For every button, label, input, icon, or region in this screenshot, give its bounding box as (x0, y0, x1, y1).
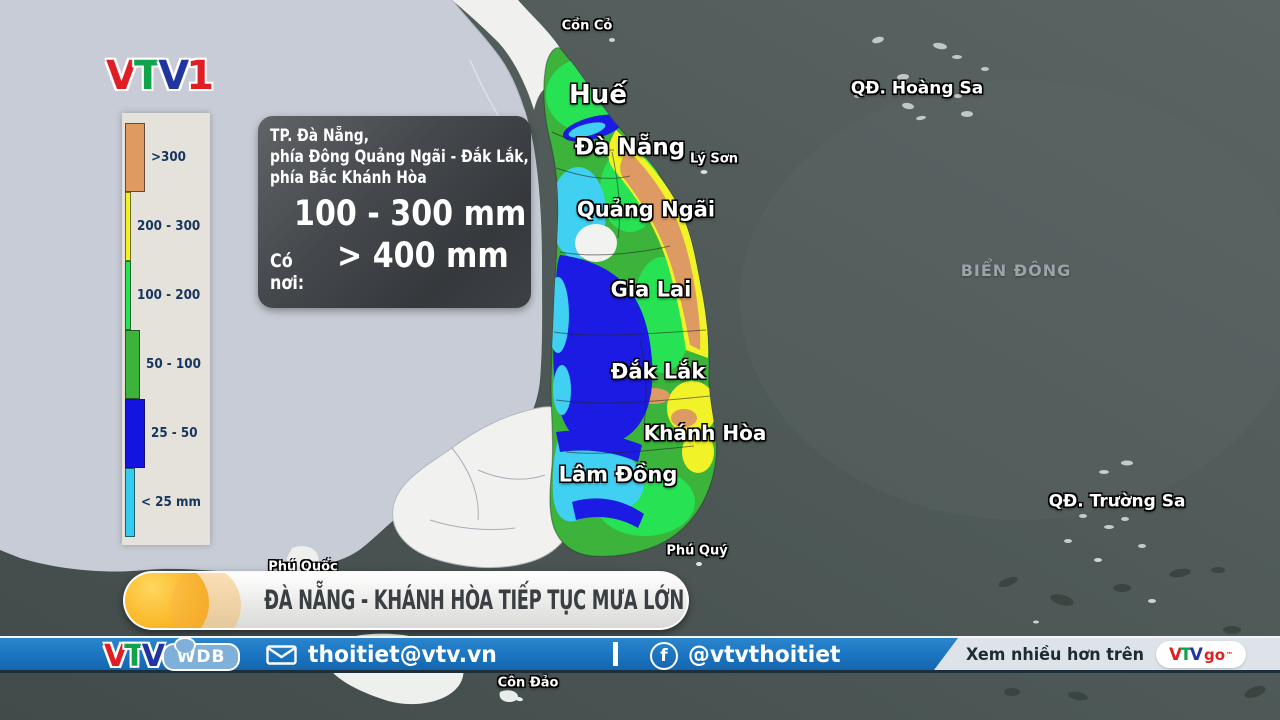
legend-swatch-100-200 (125, 260, 132, 330)
legend-row: 200 - 300 (125, 191, 206, 261)
legend-swatch-gt300 (125, 122, 145, 192)
vtvgo-go: go (1203, 645, 1225, 664)
vtv1-letter-t: T (133, 53, 161, 99)
dak-lak-city-dot (616, 370, 622, 376)
legend-row: 25 - 50 (125, 398, 206, 468)
legend-swatch-25-50 (125, 398, 145, 468)
legend-label: >300 (151, 150, 186, 165)
vtv1-letter-v2: V (158, 53, 189, 99)
label-phu-quoc: Phú Quốc (268, 559, 338, 575)
vtv-wdb-logo: VTV (104, 639, 165, 674)
legend-row: >300 (125, 122, 206, 192)
label-con-co: Cồn Cỏ (561, 18, 613, 34)
forecast-info-box: TP. Đà Nẵng, phía Đông Quảng Ngãi - Đắk … (258, 116, 531, 308)
legend-label: 25 - 50 (151, 426, 198, 441)
footer-bar: VTV WDB thoitiet@vtv.vn f @vtvthoitiet X… (0, 636, 1280, 674)
legend-label: 200 - 300 (137, 219, 201, 234)
lam-dong-city-dot (572, 471, 578, 477)
facebook-icon: f (650, 642, 678, 670)
info-line-2: phía Đông Quảng Ngãi - Đắk Lắk, (270, 147, 529, 167)
watch-more-text: Xem nhiều hơn trên (966, 645, 1144, 665)
label-phu-quy: Phú Quý (666, 543, 728, 559)
legend-label: 100 - 200 (137, 288, 201, 303)
legend-row: < 25 mm (125, 467, 206, 537)
info-line-1: TP. Đà Nẵng, (270, 126, 369, 145)
footer-blue-band (0, 638, 958, 670)
footer-vtv-v1: V (104, 639, 127, 674)
label-khanh-hoa: Khánh Hòa (643, 421, 767, 445)
vtvgo-t: T (1180, 644, 1192, 665)
legend-label: < 25 mm (140, 495, 201, 510)
label-truong-sa: QĐ. Trường Sa (1048, 491, 1186, 512)
footer-vtv-t: T (124, 639, 145, 674)
vtv1-digit-1: 1 (186, 53, 214, 99)
info-line-3: phía Bắc Khánh Hòa (270, 168, 427, 188)
vtv1-channel-logo: VTV1 (106, 53, 214, 99)
sun-glow (171, 573, 241, 628)
legend-row: 50 - 100 (125, 329, 206, 399)
rainfall-main-value: 100 - 300 mm (294, 194, 527, 235)
label-gia-lai: Gia Lai (610, 277, 692, 302)
label-da-nang: Đà Nẵng (574, 134, 686, 161)
weather-email: thoitiet@vtv.vn (308, 642, 497, 668)
label-dak-lak: Đắk Lắk (610, 359, 706, 384)
label-bien-dong: BIỂN ĐÔNG (960, 261, 1072, 280)
footer-vtv-v2: V (141, 639, 165, 674)
legend-swatch-lt25 (125, 467, 135, 537)
vtvgo-v2: V (1189, 644, 1203, 665)
legend-row: 100 - 200 (125, 260, 206, 330)
wdb-cloud-badge: WDB (162, 637, 240, 671)
label-con-dao: Côn Đảo (497, 675, 559, 691)
sun-icon (125, 573, 209, 628)
rainfall-qualifier: Có nơi: (270, 250, 305, 295)
wdb-text: WDB (176, 647, 226, 667)
facebook-handle: @vtvthoitiet (688, 642, 841, 668)
legend-label: 50 - 100 (146, 357, 202, 372)
label-hoang-sa: QĐ. Hoàng Sa (850, 78, 984, 99)
label-lam-dong: Lâm Đồng (558, 462, 678, 487)
legend-swatch-200-300 (125, 191, 132, 261)
vtvgo-trademark: ™ (1226, 650, 1233, 659)
label-hue: Huế (569, 80, 627, 110)
rainfall-legend: >300 200 - 300 100 - 200 50 - 100 25 - 5… (122, 113, 210, 545)
label-quang-ngai: Quảng Ngãi (576, 197, 716, 222)
label-ly-son: Lý Sơn (690, 151, 738, 167)
vtv1-letter-v1: V (106, 53, 137, 99)
legend-swatch-50-100 (125, 329, 141, 399)
footer-separator (613, 642, 618, 666)
headline-text: ĐÀ NẴNG - KHÁNH HÒA TIẾP TỤC MƯA LỚN (264, 585, 684, 616)
rainfall-max-value: > 400 mm (336, 236, 509, 277)
headline-banner: ĐÀ NẴNG - KHÁNH HÒA TIẾP TỤC MƯA LỚN (123, 571, 689, 630)
vtvgo-v1: V (1169, 644, 1182, 665)
